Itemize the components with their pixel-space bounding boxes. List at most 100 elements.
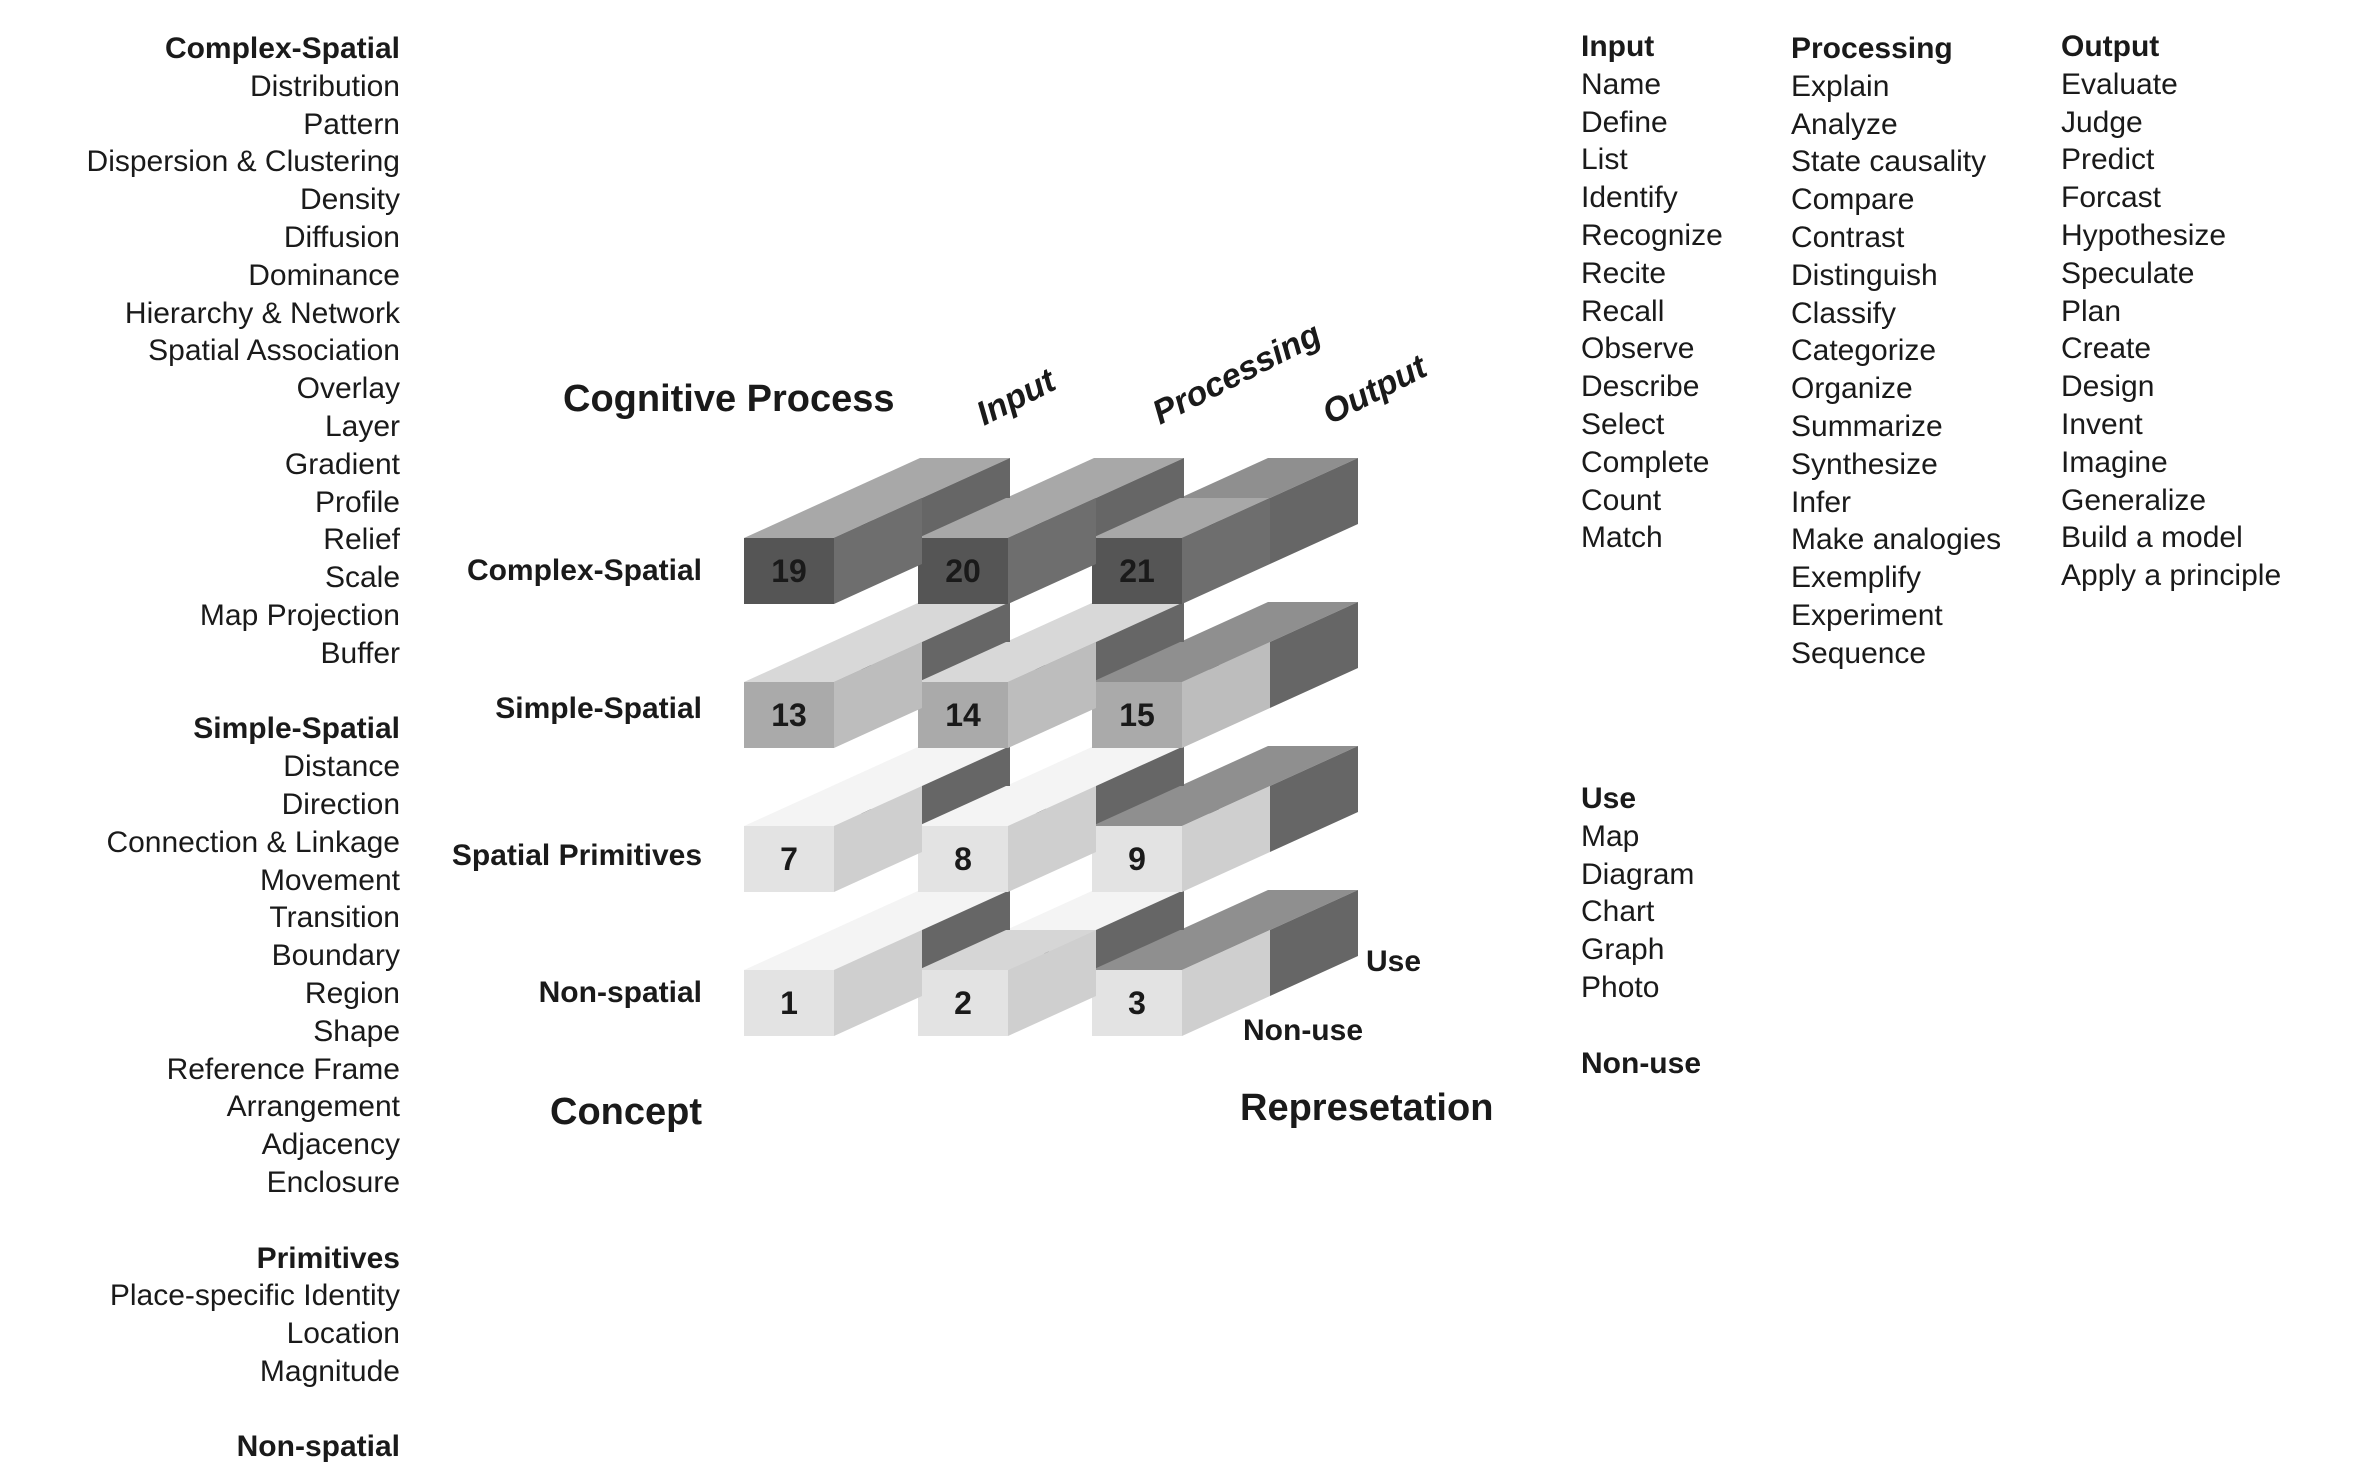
cube-number: 8 xyxy=(954,841,972,877)
process-list-item: List xyxy=(1581,143,1628,177)
process-list-item: Experiment xyxy=(1791,598,1943,632)
cube-front-face xyxy=(918,826,1008,892)
process-list-item: Design xyxy=(2061,370,2155,404)
cube-21: 21 xyxy=(1092,498,1270,604)
cube-top-face xyxy=(1180,602,1358,642)
cube-side-face xyxy=(1008,642,1096,748)
cube-number: 14 xyxy=(945,697,981,733)
cube-side-face xyxy=(1270,602,1358,708)
cube-top-face xyxy=(832,458,1010,498)
processing-process-list: Processing Explain Analyze State causality C… xyxy=(1791,30,2001,673)
axis-complex-spatial-label: Complex-Spatial xyxy=(467,554,702,587)
concept-group: Primitives Place-specific Identity Locatio… xyxy=(0,1240,400,1391)
concept-item: Location xyxy=(286,1317,400,1351)
cube-number: 3 xyxy=(1128,985,1146,1021)
cube-top-face xyxy=(744,786,922,826)
process-list-item: Sequence xyxy=(1791,636,1927,670)
cube-19: 19 xyxy=(744,498,922,604)
concept-item: Movement xyxy=(259,863,400,897)
cube-side-face xyxy=(834,930,922,1036)
cube-20: 20 xyxy=(918,498,1096,604)
cube-1: 1 xyxy=(744,930,922,1036)
process-list-item: Speculate xyxy=(2061,256,2195,290)
concept-item: Transition xyxy=(269,901,400,935)
cube-top-face xyxy=(744,498,922,538)
cube-top-face xyxy=(1006,458,1184,498)
cube-side-face xyxy=(1182,498,1270,604)
cube-top-face xyxy=(1180,746,1358,786)
concept-item: Direction xyxy=(281,787,400,821)
cube-top-face xyxy=(1006,602,1184,642)
process-list-item: Recall xyxy=(1581,294,1665,328)
process-list-item: Classify xyxy=(1791,296,1897,330)
concept-item: Adjacency xyxy=(261,1128,400,1162)
representation-item: Map xyxy=(1581,819,1640,853)
cube-number: 2 xyxy=(954,985,972,1021)
cube-side-face xyxy=(834,498,922,604)
cube-top-face xyxy=(744,930,922,970)
process-list-item: Make analogies xyxy=(1791,523,2002,557)
process-list-item: Forcast xyxy=(2061,181,2162,215)
process-list-item: Evaluate xyxy=(2061,67,2178,101)
cube-3: 3 xyxy=(1092,930,1270,1036)
cube-top-face xyxy=(1180,890,1358,930)
process-list-item: Generalize xyxy=(2061,483,2207,517)
cube-side-face xyxy=(1270,890,1358,996)
concept-item: Density xyxy=(299,183,400,217)
cube-top-face xyxy=(1180,458,1358,498)
concept-item: Magnitude xyxy=(259,1354,400,1388)
concept-item: Diffusion xyxy=(283,220,400,254)
cube-top-face xyxy=(832,746,1010,786)
axis-simple-spatial-label: Simple-Spatial xyxy=(495,692,702,725)
concept-item: Dispersion & Clustering xyxy=(86,145,400,179)
concept-item: Layer xyxy=(324,409,400,443)
concept-item: Shape xyxy=(313,1014,400,1048)
process-list-item: Recognize xyxy=(1581,218,1723,252)
process-list-item: Count xyxy=(1581,483,1662,517)
concept-item: Enclosure xyxy=(266,1165,400,1199)
process-list-item: Build a model xyxy=(2061,521,2243,555)
axis-nonuse-label: Non-use xyxy=(1243,1014,1363,1047)
process-list-item: Invent xyxy=(2061,407,2143,441)
process-list-item: Apply a principle xyxy=(2061,559,2282,593)
concept-item: Relief xyxy=(323,523,400,557)
process-list-item: Identify xyxy=(1581,181,1678,215)
concept-item: Buffer xyxy=(320,636,401,670)
cube-side-face xyxy=(1008,786,1096,892)
process-list-item: Compare xyxy=(1791,183,1915,217)
use-items: Map Diagram Chart Graph Photo xyxy=(1581,818,1701,1007)
axis-processing-label: Processing xyxy=(1146,315,1327,432)
cube-top-face xyxy=(1092,642,1270,682)
cube-top-face xyxy=(918,786,1096,826)
cube-side-face xyxy=(1270,746,1358,852)
representation-title: Represetation xyxy=(1240,1087,1493,1129)
concept-group: Complex-Spatial Distribution Pattern Disper… xyxy=(0,30,400,673)
output-process-list: Output Evaluate Judge Predict Forcast Hypothe… xyxy=(2061,28,2281,595)
process-list-item: Name xyxy=(1581,67,1662,101)
cube-side-face xyxy=(1182,930,1270,1036)
concept-item: Reference Frame xyxy=(166,1052,400,1086)
cube-number: 15 xyxy=(1119,697,1155,733)
process-list-item: Distinguish xyxy=(1791,258,1938,292)
process-list-item: Complete xyxy=(1581,445,1710,479)
cube-top-face xyxy=(832,890,1010,930)
process-list-item: Imagine xyxy=(2061,445,2168,479)
concept-item: Overlay xyxy=(296,372,400,406)
process-list-item: Categorize xyxy=(1791,334,1937,368)
cube-top-face xyxy=(1006,890,1184,930)
cube-number: 21 xyxy=(1119,553,1155,589)
process-list-item: Infer xyxy=(1791,485,1852,519)
concept-group-heading: Primitives xyxy=(256,1241,400,1275)
cube-top-face xyxy=(744,642,922,682)
representation-item: Graph xyxy=(1581,933,1665,967)
concept-item: Region xyxy=(304,976,400,1010)
process-list-heading: Processing xyxy=(1791,32,1953,65)
cube-top-face xyxy=(1092,498,1270,538)
concept-item: Connection & Linkage xyxy=(106,825,400,859)
axis-use-label: Use xyxy=(1366,945,1421,978)
cube-side-face xyxy=(1008,930,1096,1036)
representation-list: Use Map Diagram Chart Graph Photo Non-use xyxy=(1581,780,1701,1082)
process-list-item: Match xyxy=(1581,521,1663,555)
concept-item: Pattern xyxy=(303,107,400,141)
